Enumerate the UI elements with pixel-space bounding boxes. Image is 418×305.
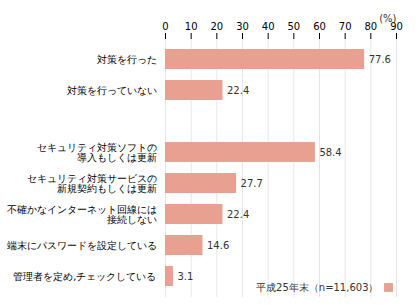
svg-text:10: 10: [185, 21, 198, 32]
svg-text:77.6: 77.6: [369, 54, 391, 65]
svg-text:管理者を定め,チェックしている: 管理者を定め,チェックしている: [13, 271, 156, 282]
svg-text:セキュリティ対策サービスの新規契約もしくは更新: セキュリティ対策サービスの新規契約もしくは更新: [27, 173, 157, 194]
svg-text:80: 80: [364, 21, 377, 32]
svg-text:端末にパスワードを設定している: 端末にパスワードを設定している: [7, 240, 157, 251]
svg-text:3.1: 3.1: [177, 271, 193, 282]
svg-text:58.4: 58.4: [319, 147, 341, 158]
svg-text:90: 90: [390, 20, 403, 32]
svg-text:60: 60: [313, 21, 326, 32]
svg-text:30: 30: [236, 21, 249, 32]
svg-text:27.7: 27.7: [241, 178, 263, 189]
svg-text:対策を行っていない: 対策を行っていない: [67, 85, 157, 96]
svg-text:(%): (%): [379, 13, 396, 24]
svg-text:0: 0: [162, 21, 168, 32]
svg-text:不確かなインターネット回線には接続しない: 不確かなインターネット回線には接続しない: [7, 204, 157, 225]
svg-text:50: 50: [287, 21, 300, 32]
svg-text:22.4: 22.4: [227, 85, 249, 96]
svg-text:平成25年末（n=11,603）: 平成25年末（n=11,603）: [256, 282, 378, 293]
svg-text:20: 20: [210, 21, 223, 32]
svg-text:セキュリティ対策ソフトの導入もしくは更新: セキュリティ対策ソフトの導入もしくは更新: [37, 142, 157, 163]
svg-text:22.4: 22.4: [227, 209, 249, 220]
svg-text:70: 70: [339, 21, 352, 32]
svg-text:14.6: 14.6: [207, 240, 229, 251]
svg-text:対策を行った: 対策を行った: [97, 54, 157, 65]
svg-text:40: 40: [262, 21, 275, 32]
